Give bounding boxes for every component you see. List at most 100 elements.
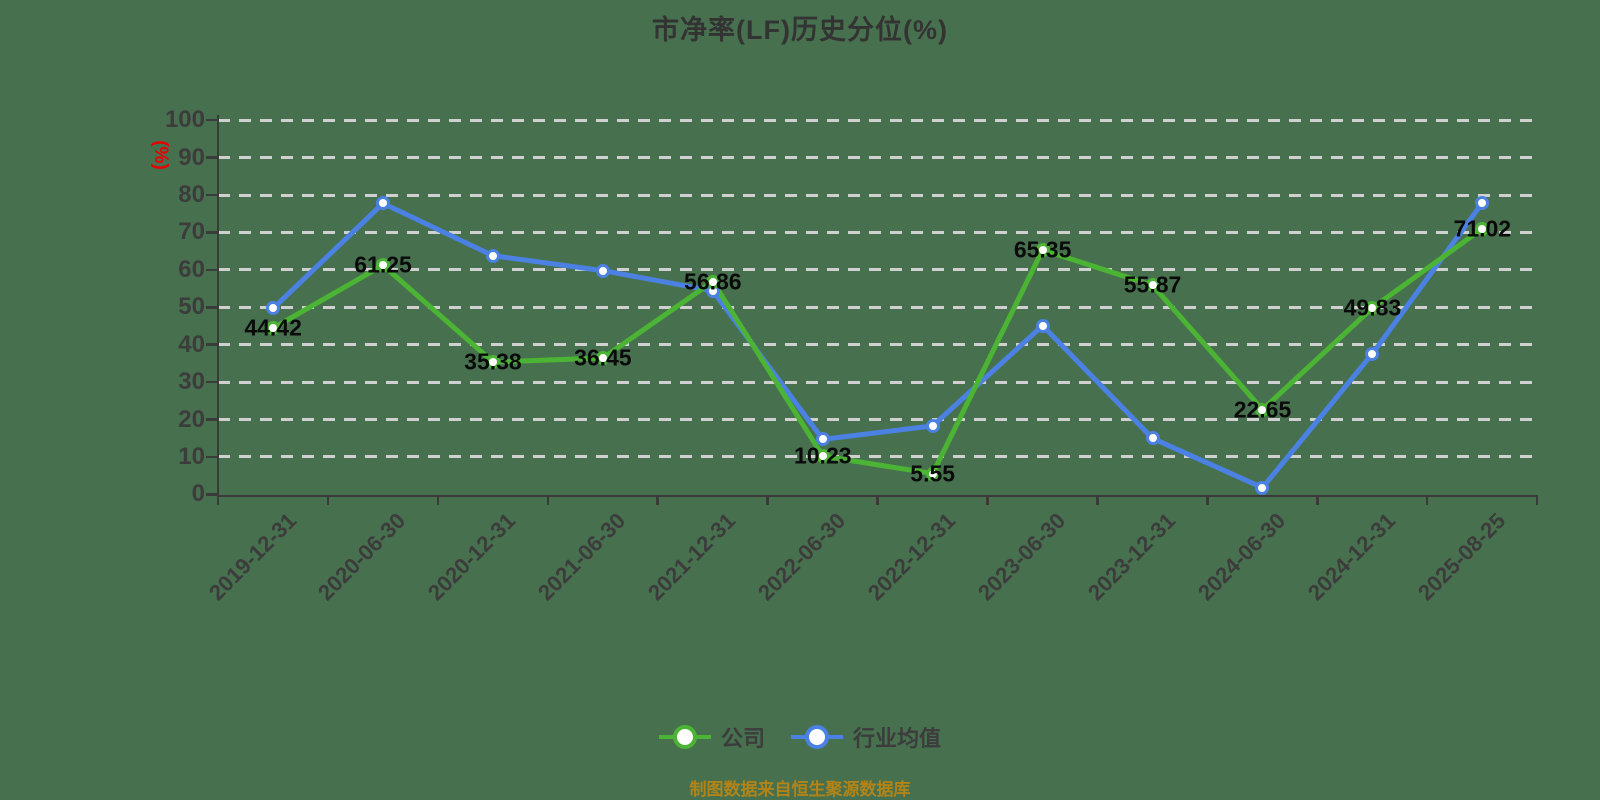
chart-title: 市净率(LF)历史分位(%) [652,15,948,45]
y-tick-label: 0 [191,480,205,508]
y-axis-line [216,115,219,496]
x-tick-label: 2020-12-31 [423,508,521,606]
x-tick-label: 2025-08-25 [1412,508,1511,606]
data-source-note: 制图数据来自恒生聚源数据库 [689,780,911,799]
y-tick-label: 90 [178,143,205,171]
data-point-industry-average-2020-06-30[interactable] [376,196,391,211]
x-tick [326,496,330,505]
data-point-label-company-2023-06-30: 65.35 [1013,236,1072,263]
x-tick [1425,496,1429,505]
gridline-40 [218,343,1537,347]
legend-circle-icon [805,725,829,749]
data-point-industry-average-2022-06-30[interactable] [815,432,830,447]
x-tick-label: 2021-12-31 [643,508,741,606]
data-point-label-company-2024-12-31: 49.83 [1343,294,1402,321]
x-tick [656,496,659,505]
x-tick [216,496,220,505]
x-tick [546,496,550,505]
y-tick [206,118,217,122]
data-point-label-company-2021-06-30: 36.45 [574,344,632,371]
x-tick-label: 2022-06-30 [753,508,851,606]
x-tick [436,496,440,505]
x-tick-label: 2024-12-31 [1302,508,1401,606]
data-point-company-2024-06-30[interactable] [1255,402,1270,417]
legend-label-company: 公司 [720,726,765,751]
legend-item-industry-average[interactable]: 行业均值 [791,721,941,753]
y-tick [206,306,217,309]
x-tick [1096,496,1099,505]
data-point-company-2022-12-31[interactable] [925,466,940,481]
x-tick [876,496,879,505]
x-axis-line [216,494,1538,497]
gridline-60 [218,268,1537,272]
data-point-industry-average-2024-06-30[interactable] [1255,480,1270,495]
data-point-industry-average-2023-06-30[interactable] [1035,318,1050,333]
legend-marker-industry-average [791,723,843,751]
x-tick-label: 2019-12-31 [203,508,301,606]
data-point-company-2023-12-31[interactable] [1145,278,1160,293]
x-tick-label: 2024-06-30 [1192,508,1291,606]
data-point-company-2020-06-30[interactable] [376,258,391,273]
x-tick-label: 2023-12-31 [1082,508,1181,606]
gridline-70 [218,230,1537,234]
y-tick-label: 10 [178,442,205,470]
legend-item-company[interactable]: 公司 [658,721,765,753]
legend-label-industry-average: 行业均值 [853,726,942,751]
legend-marker-company [658,723,711,751]
x-tick-label: 2020-06-30 [313,508,411,606]
y-tick-label: 50 [178,293,205,321]
y-tick-label: 60 [178,255,205,283]
legend-circle-icon [672,725,697,749]
x-tick-label: 2022-12-31 [863,508,961,606]
y-tick [206,455,217,459]
data-point-industry-average-2022-12-31[interactable] [925,418,940,433]
data-point-company-2020-12-31[interactable] [485,355,500,369]
data-point-company-2025-08-25[interactable] [1475,221,1490,236]
x-tick [986,496,989,505]
y-tick-label: 20 [178,405,205,433]
data-point-company-2023-06-30[interactable] [1035,242,1050,257]
data-point-label-company-2019-12-31: 44.42 [244,314,302,341]
data-point-label-company-2020-12-31: 35.38 [464,348,522,375]
gridline-10 [218,455,1537,459]
gridline-80 [218,193,1537,197]
y-tick [206,380,217,384]
data-point-company-2024-12-31[interactable] [1365,300,1380,315]
data-point-industry-average-2025-08-25[interactable] [1475,195,1490,210]
y-tick [206,156,217,159]
gridline-20 [218,418,1537,422]
y-tick [206,268,217,272]
data-point-industry-average-2019-12-31[interactable] [266,301,281,316]
data-point-industry-average-2023-12-31[interactable] [1145,431,1160,446]
y-tick [206,193,217,197]
y-tick [206,343,217,346]
gridline-100 [218,118,1537,122]
y-tick [206,231,217,234]
x-tick [1316,496,1319,505]
gridline-90 [218,156,1537,160]
data-point-label-company-2022-06-30: 10.23 [793,442,852,469]
y-tick-label: 80 [178,181,205,209]
data-point-company-2021-06-30[interactable] [595,351,610,365]
y-tick-label: 40 [178,330,205,358]
x-tick [766,496,769,505]
data-point-industry-average-2021-06-30[interactable] [595,263,610,278]
data-point-company-2019-12-31[interactable] [266,321,281,336]
x-tick-label: 2023-06-30 [973,508,1071,606]
data-point-label-company-2020-06-30: 61.25 [354,251,412,278]
gridline-50 [218,305,1537,309]
y-tick [206,493,217,496]
gridline-30 [218,380,1537,384]
data-point-industry-average-2024-12-31[interactable] [1365,346,1380,361]
y-tick-label: 70 [178,218,205,246]
y-tick-label: 30 [178,368,205,396]
data-point-label-company-2025-08-25: 71.02 [1453,215,1512,242]
data-point-company-2021-12-31[interactable] [705,274,720,289]
data-point-company-2022-06-30[interactable] [815,449,830,464]
data-point-label-company-2023-12-31: 55.87 [1123,271,1182,298]
y-tick [206,418,217,421]
data-point-industry-average-2020-12-31[interactable] [485,248,500,263]
x-tick [1535,496,1539,505]
